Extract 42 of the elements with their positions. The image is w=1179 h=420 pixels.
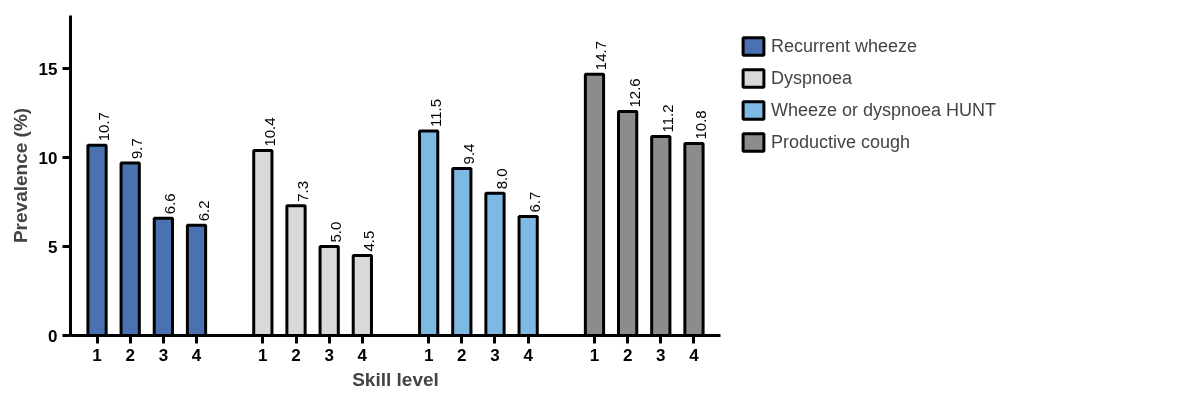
x-tick-label: 1 — [258, 345, 268, 365]
x-tick-label: 3 — [656, 345, 666, 365]
y-tick-label: 10 — [38, 148, 58, 168]
data-label: 6.6 — [161, 193, 179, 215]
data-label: 11.5 — [426, 98, 444, 128]
x-tick-label: 4 — [357, 345, 368, 365]
x-tick-label: 2 — [125, 345, 135, 365]
x-tick-label: 2 — [457, 345, 467, 365]
x-tick-label: 4 — [689, 345, 700, 365]
data-label: 14.7 — [592, 40, 610, 71]
x-axis-title: Skill level — [352, 368, 439, 390]
legend-label: Dyspnoea — [771, 67, 853, 89]
y-axis-title: Prevalence (%) — [9, 107, 31, 244]
data-label: 9.4 — [459, 143, 477, 165]
y-tick-label: 5 — [48, 237, 58, 257]
y-tick-label: 0 — [48, 326, 58, 346]
data-label: 12.6 — [625, 78, 643, 108]
data-label: 10.7 — [95, 112, 113, 142]
data-label: 4.5 — [360, 230, 378, 252]
data-label: 10.8 — [691, 110, 709, 140]
legend-label: Recurrent wheeze — [771, 35, 918, 57]
data-label: 5.0 — [327, 221, 345, 243]
data-label: 6.7 — [526, 191, 544, 213]
data-label: 8.0 — [492, 168, 510, 190]
legend-label: Wheeze or dyspnoea HUNT — [771, 99, 997, 121]
x-tick-label: 1 — [589, 345, 600, 365]
x-tick-label: 1 — [92, 345, 102, 365]
x-tick-label: 4 — [191, 345, 202, 365]
data-label: 7.3 — [294, 180, 312, 202]
y-tick-label: 15 — [38, 59, 58, 79]
data-label: 9.7 — [128, 138, 146, 160]
data-label: 11.2 — [658, 104, 676, 133]
legend-label: Productive cough — [771, 131, 911, 153]
x-tick-label: 3 — [158, 345, 169, 365]
x-tick-label: 3 — [324, 345, 334, 365]
x-tick-label: 2 — [291, 345, 301, 365]
data-label: 6.2 — [194, 200, 212, 222]
x-tick-label: 2 — [622, 345, 633, 365]
x-tick-label: 3 — [490, 345, 500, 365]
data-label: 10.4 — [260, 117, 278, 147]
x-tick-label: 4 — [523, 345, 534, 365]
x-tick-label: 1 — [423, 345, 434, 365]
